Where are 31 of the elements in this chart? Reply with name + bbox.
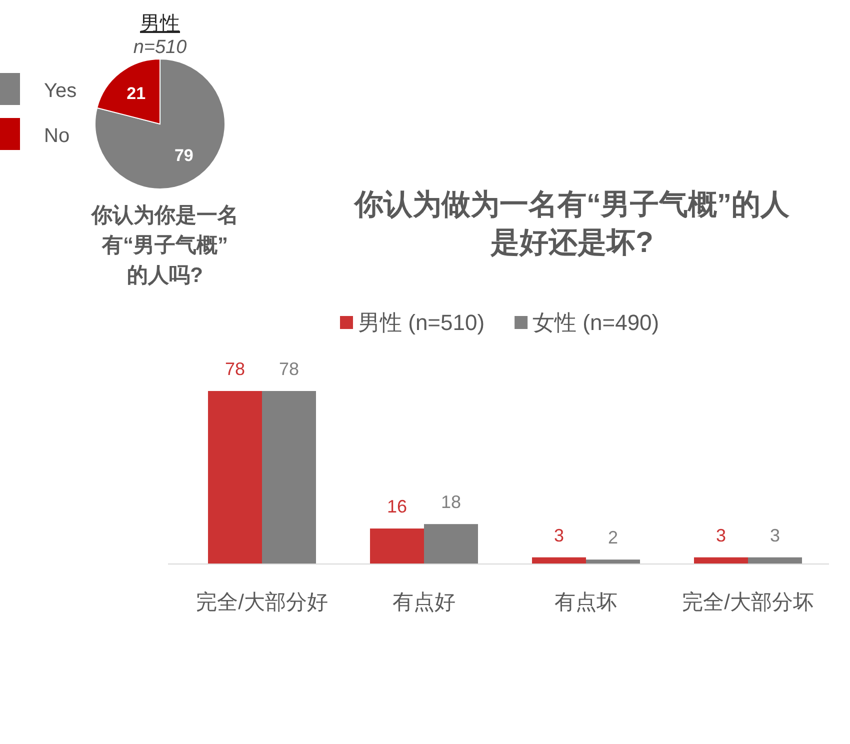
data-label: 78 xyxy=(224,359,246,379)
x-tick-label: 有点坏 xyxy=(554,591,618,614)
legend-label: 女性 (n=490) xyxy=(532,310,660,335)
data-label: 78 xyxy=(278,359,300,379)
x-tick-label: 完全/大部分坏 xyxy=(682,591,814,614)
text: 你认为你是一名有“男子气概”的人吗? xyxy=(90,204,238,287)
bar xyxy=(208,391,262,564)
data-label: 3 xyxy=(554,525,564,546)
data-label: 3 xyxy=(770,525,780,546)
legend-label: No xyxy=(44,125,70,147)
bar xyxy=(532,557,586,564)
chart-title: 男性 xyxy=(140,13,180,35)
bar xyxy=(694,557,748,564)
pie-slice xyxy=(94,58,226,190)
data-label: 3 xyxy=(716,525,726,546)
legend-label: 男性 (n=510) xyxy=(358,310,485,335)
bar xyxy=(748,557,802,564)
chart-title: 你认为做为一名有“男子气概”的人是好还是坏? xyxy=(352,189,790,259)
chart-subtitle: n=510 xyxy=(133,37,188,58)
data-label: 79 xyxy=(174,146,194,165)
legend-label: Yes xyxy=(44,80,77,102)
x-tick-label: 有点好 xyxy=(392,591,456,614)
data-label: 18 xyxy=(440,492,462,512)
bar xyxy=(262,391,316,564)
data-label: 2 xyxy=(608,528,618,548)
data-label: 21 xyxy=(126,84,146,104)
bar xyxy=(370,528,424,564)
x-tick-label: 完全/大部分好 xyxy=(196,591,328,614)
bar xyxy=(424,524,478,564)
bar xyxy=(586,560,640,564)
data-label: 16 xyxy=(386,496,408,517)
